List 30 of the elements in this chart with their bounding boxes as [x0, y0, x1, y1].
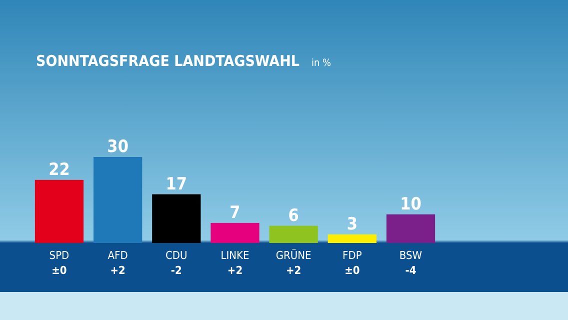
text: +2 — [110, 264, 126, 277]
bar — [386, 214, 436, 243]
x-tick-label: GRÜNE — [276, 248, 312, 262]
x-tick-label: FDP — [342, 249, 362, 262]
text: -4 — [405, 264, 416, 277]
x-tick-label: AFD — [108, 249, 128, 262]
bar — [152, 194, 201, 243]
data-label: 17 — [166, 174, 188, 194]
data-label: 30 — [107, 137, 128, 157]
x-tick-label: SPD — [49, 249, 70, 262]
data-label: 22 — [48, 160, 70, 180]
x-tick-label: LINKE — [220, 249, 250, 262]
bar — [34, 180, 84, 243]
bar — [94, 157, 142, 243]
text: +2 — [227, 264, 243, 277]
bar — [328, 234, 376, 243]
x-tick-label: CDU — [166, 249, 188, 262]
text: -2 — [170, 264, 182, 277]
bar — [269, 226, 318, 243]
text: +2 — [286, 264, 302, 277]
bar — [210, 222, 260, 243]
chart-subtitle: in % — [311, 58, 332, 69]
data-label: 3 — [346, 214, 358, 234]
chart-title: SONNTAGSFRAGE LANDTAGSWAHL — [36, 52, 300, 70]
data-label: 7 — [230, 202, 240, 223]
data-label: 10 — [400, 194, 422, 214]
text: ±0 — [52, 264, 67, 277]
data-label: 6 — [288, 206, 299, 226]
x-tick-label: BSW — [399, 249, 422, 262]
text: ±0 — [344, 264, 360, 277]
